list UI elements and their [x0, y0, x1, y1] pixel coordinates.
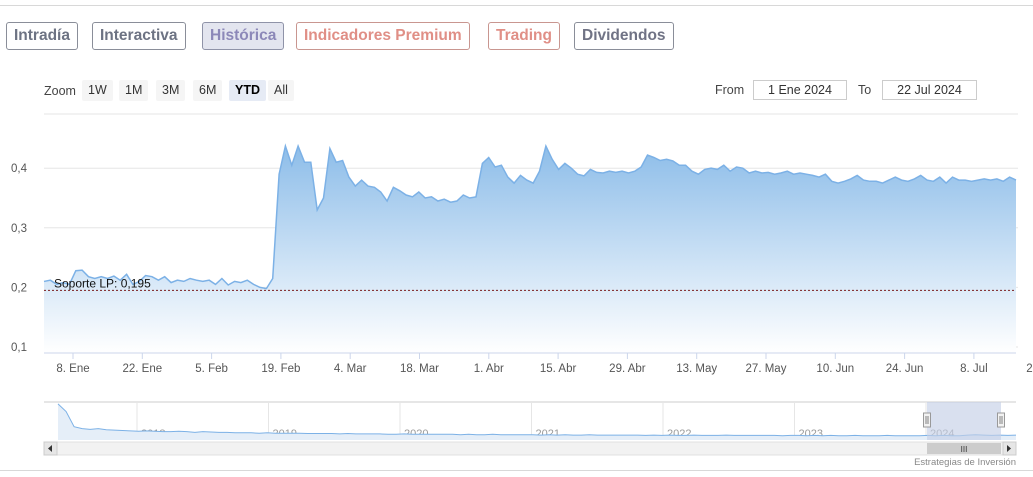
y-tick-label: 0,1 — [11, 342, 27, 354]
x-tick-label: 27. May — [746, 363, 787, 375]
zoom-1m-button[interactable]: 1M — [119, 80, 149, 101]
navigator-area — [58, 403, 1016, 440]
zoom-1w-button[interactable]: 1W — [82, 80, 113, 101]
x-tick-label: 18. Mar — [400, 363, 439, 375]
x-tick-label: 22. Ene — [122, 363, 162, 375]
zoom-ytd-button[interactable]: YTD — [229, 80, 266, 101]
scrollbar-thumb[interactable] — [927, 443, 1001, 454]
x-tick-label: 8. Ene — [56, 363, 89, 375]
x-tick-label: 24. Jun — [886, 363, 924, 375]
tab-trading[interactable]: Trading — [488, 22, 560, 50]
x-tick-label: 29. Abr — [609, 363, 646, 375]
tab-intradia[interactable]: Intradía — [6, 22, 78, 50]
tab-historica[interactable]: Histórica — [202, 22, 285, 50]
top-divider — [0, 5, 1033, 6]
navigator-right-handle[interactable] — [997, 412, 1005, 428]
scroll-right-arrow-icon — [1007, 445, 1011, 452]
price-chart: Soporte LP: 0,195 0,1 0,2 0,3 0,4 8. Ene 22.… — [11, 113, 1033, 375]
x-tick-label: 13. May — [676, 363, 717, 375]
x-tick-label: 15. Abr — [540, 363, 577, 375]
x-tick-label: 10. Jun — [816, 363, 854, 375]
x-tick-label: 1. Abr — [474, 363, 504, 375]
zoom-all-button[interactable]: All — [268, 80, 294, 101]
zoom-3m-button[interactable]: 3M — [156, 80, 186, 101]
support-label: Soporte LP: 0,195 — [54, 276, 151, 290]
navigator-series-line — [57, 403, 1017, 437]
y-tick-label: 0,4 — [11, 163, 28, 175]
scrollbar-track[interactable] — [43, 441, 1017, 456]
x-tick-label: 5. Feb — [195, 363, 228, 375]
series-area — [44, 146, 1016, 353]
scroll-left-arrow-icon — [48, 445, 52, 452]
tab-dividendos[interactable]: Dividendos — [574, 22, 674, 50]
from-label: From — [715, 83, 745, 97]
x-tick-label: 22. Jul — [1026, 363, 1033, 375]
series-line — [43, 143, 1017, 290]
navigator-left-handle[interactable] — [923, 412, 931, 428]
scrollbar-grip-icon: III — [961, 445, 968, 454]
from-date-input[interactable]: 1 Ene 2024 — [753, 80, 847, 100]
tab-indicadores-premium[interactable]: Indicadores Premium — [296, 22, 470, 50]
x-tick-label: 19. Feb — [261, 363, 300, 375]
zoom-6m-button[interactable]: 6M — [193, 80, 223, 101]
zoom-label: Zoom — [44, 84, 76, 98]
navigator-selection-mask[interactable] — [927, 402, 1001, 440]
x-tick-label: 4. Mar — [334, 363, 367, 375]
tab-interactiva[interactable]: Interactiva — [92, 22, 186, 50]
y-tick-label: 0,2 — [11, 282, 27, 294]
to-label: To — [858, 83, 872, 97]
bottom-divider — [0, 470, 1033, 471]
navigator[interactable]: 2018201920202021202220232024III — [0, 398, 1033, 458]
x-tick-label: 8. Jul — [960, 363, 988, 375]
to-date-input[interactable]: 22 Jul 2024 — [882, 80, 977, 100]
y-tick-label: 0,3 — [11, 223, 27, 235]
chart-credit: Estrategias de Inversión — [914, 457, 1016, 468]
